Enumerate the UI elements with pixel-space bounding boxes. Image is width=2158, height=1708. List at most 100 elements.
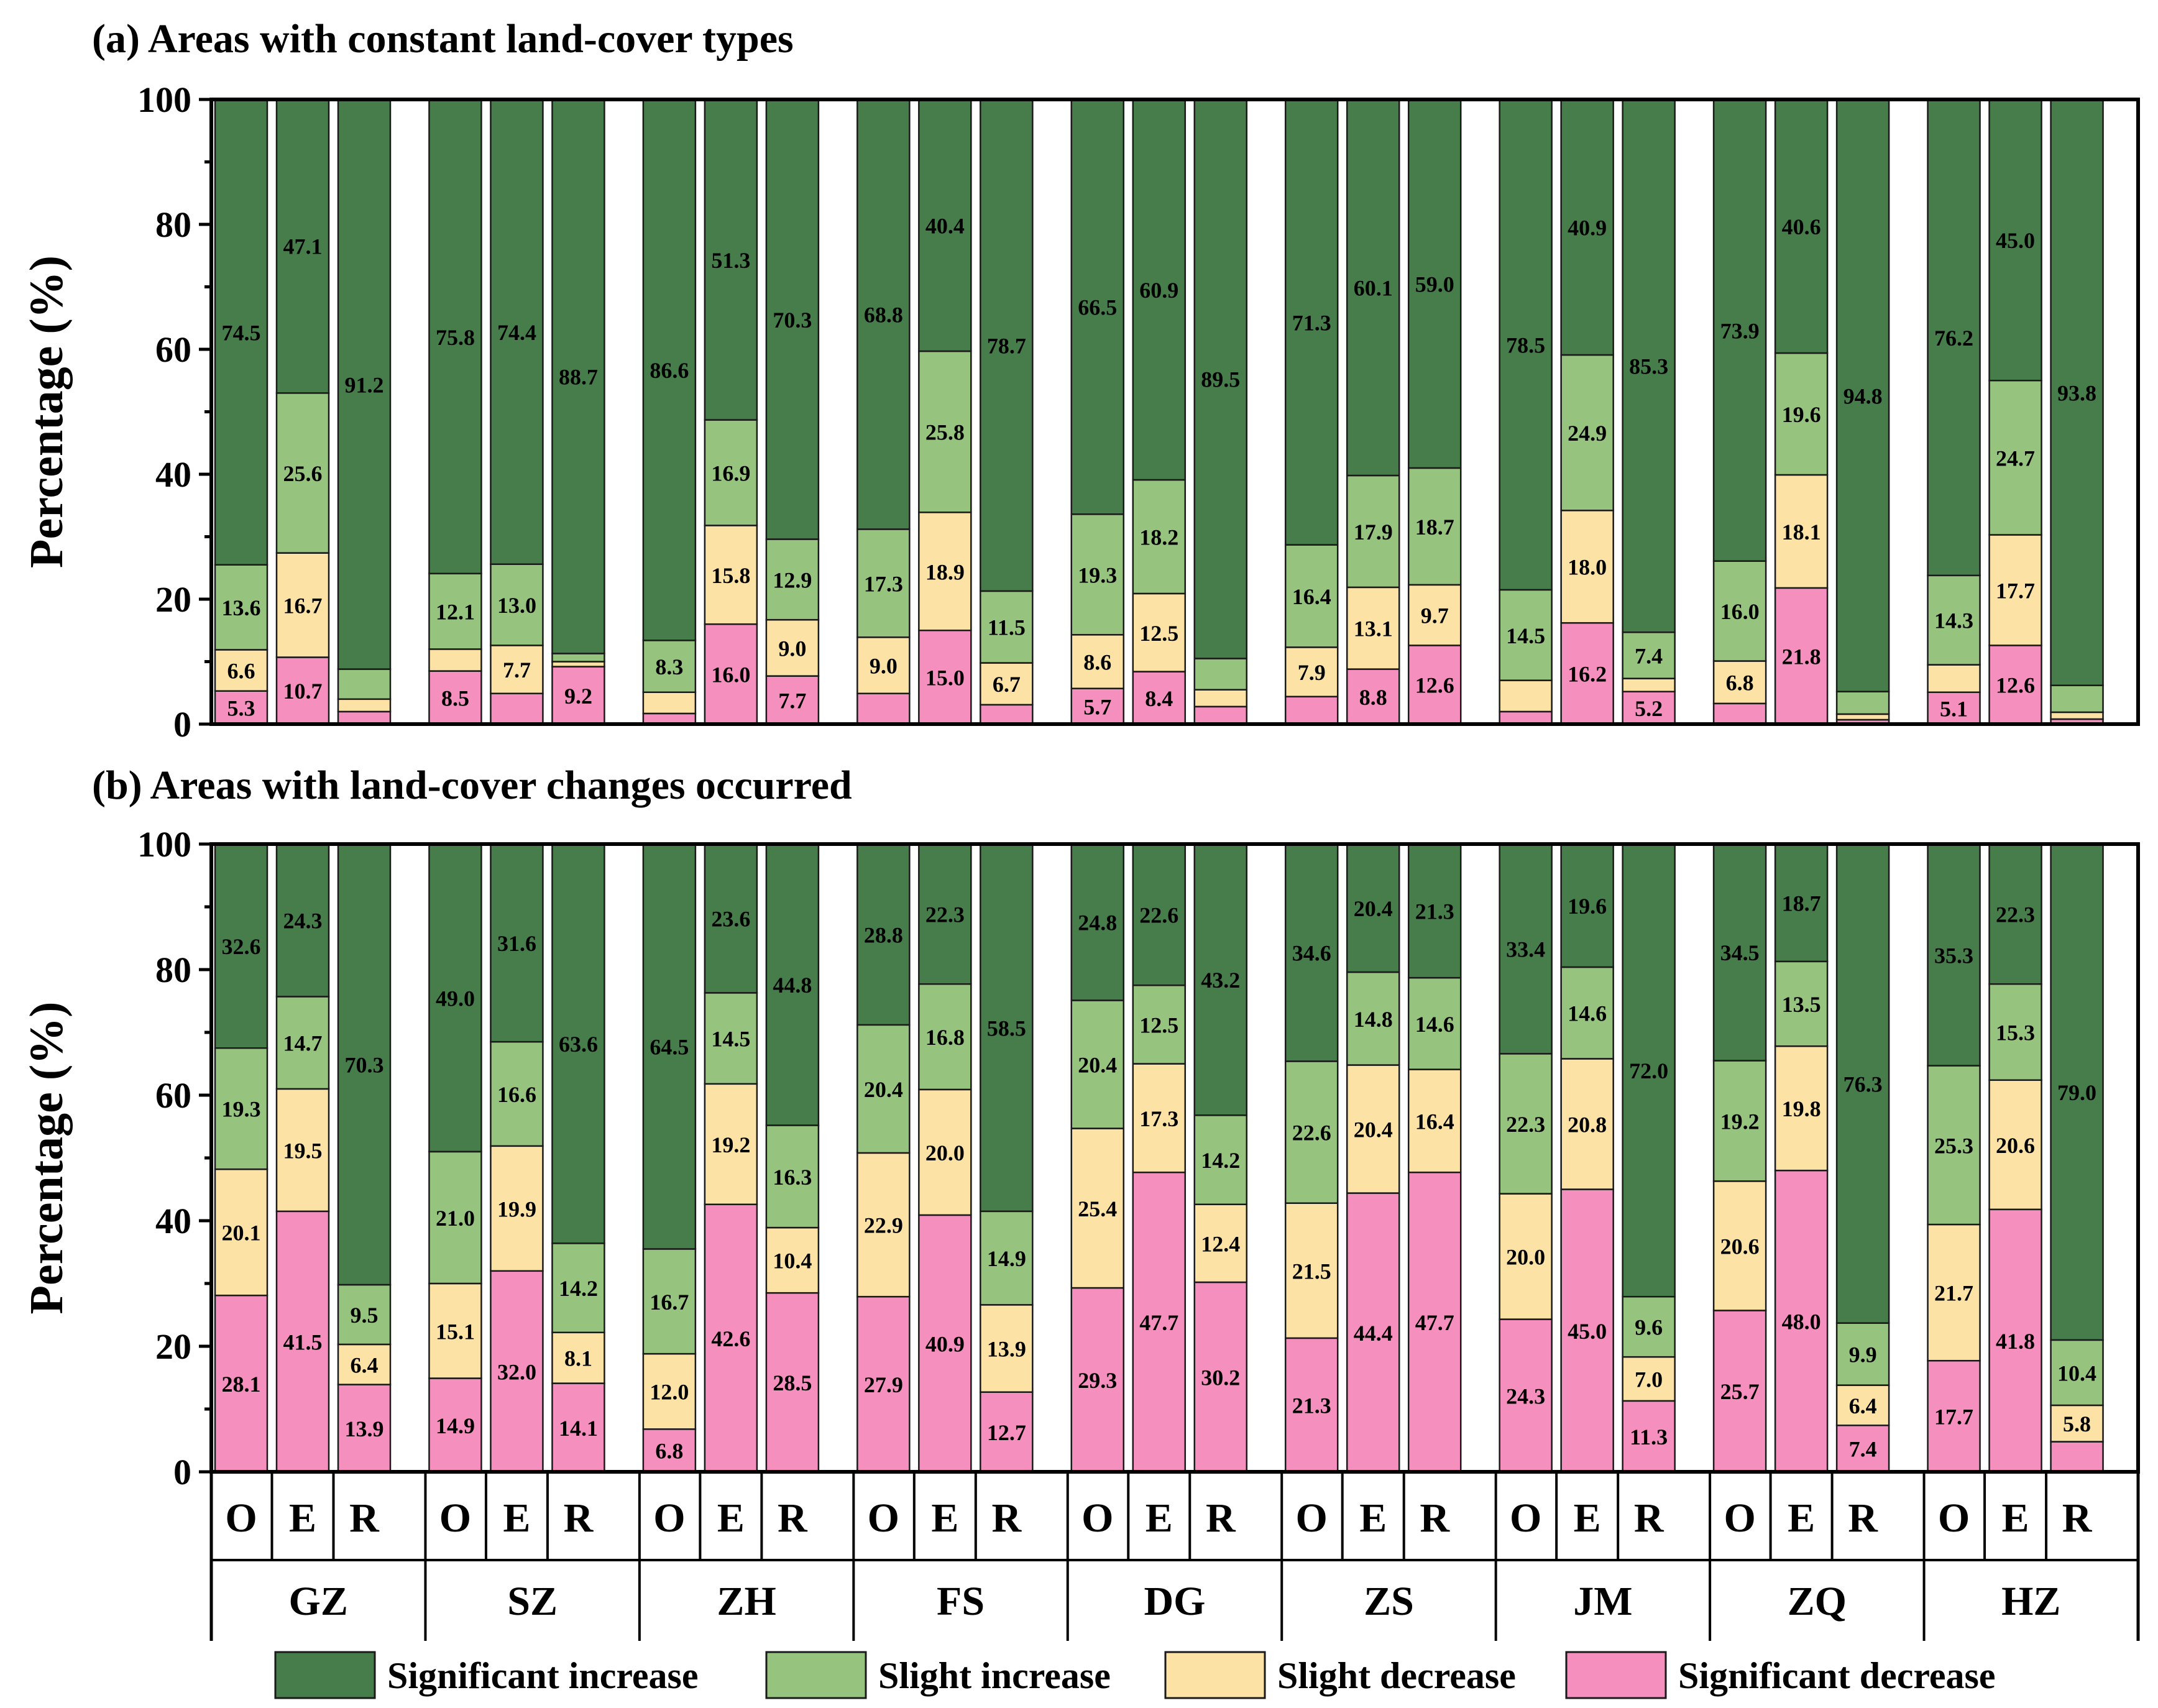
bar-segment-sli_inc — [2050, 1339, 2104, 1407]
legend-swatch-sig_inc — [274, 1651, 376, 1699]
x-sub-category-label: R — [1848, 1495, 1878, 1541]
data-label: 8.4 — [1145, 686, 1173, 711]
data-label: 27.9 — [864, 1372, 903, 1397]
data-label: 12.5 — [1139, 1012, 1178, 1037]
bar-segment-sig_inc — [1988, 98, 2042, 382]
bar-segment-sli_dec — [2050, 1404, 2104, 1443]
bar-segment-sig_inc — [1560, 98, 1614, 356]
data-label: 32.6 — [222, 934, 261, 959]
bar-segment-sig_dec — [980, 704, 1034, 725]
data-label: 24.3 — [283, 909, 323, 934]
data-label: 12.4 — [1201, 1231, 1240, 1256]
bar-segment-sig_dec — [1284, 696, 1339, 725]
bar-segment-sli_dec — [918, 1088, 972, 1216]
bar-segment-sli_inc — [1927, 1065, 1981, 1226]
data-label: 9.7 — [1421, 604, 1449, 628]
data-label: 45.0 — [1996, 228, 2035, 253]
data-label: 47.1 — [283, 234, 323, 259]
data-label: 31.6 — [497, 931, 536, 956]
bar-segment-sli_dec — [1346, 1064, 1400, 1194]
data-label: 63.6 — [559, 1032, 598, 1057]
bar-segment-sli_inc — [704, 419, 758, 526]
bar-segment-sli_inc — [1622, 1295, 1676, 1358]
data-label: 24.3 — [1506, 1384, 1545, 1408]
x-sub-category-label: O — [1510, 1495, 1541, 1541]
x-city-label: DG — [1144, 1579, 1206, 1624]
data-label: 78.5 — [1506, 333, 1545, 357]
data-label: 64.5 — [650, 1035, 689, 1060]
data-label: 14.8 — [1354, 1007, 1393, 1032]
bar-segment-sli_dec — [214, 649, 269, 692]
data-label: 13.6 — [222, 595, 261, 620]
data-label: 76.2 — [1934, 326, 1973, 351]
data-label: 33.4 — [1506, 937, 1545, 962]
data-label: 14.6 — [1415, 1012, 1454, 1037]
bar-segment-sli_dec — [642, 691, 697, 715]
data-label: 40.4 — [925, 214, 965, 239]
bar-segment-sli_dec — [1774, 1045, 1829, 1172]
bar-segment-sig_inc — [1346, 843, 1400, 973]
bar-segment-sli_dec — [980, 662, 1034, 706]
x-sub-category-label: O — [1081, 1495, 1113, 1541]
data-label: 14.1 — [559, 1416, 598, 1441]
data-label: 14.5 — [1506, 623, 1545, 648]
data-label: 20.8 — [1568, 1112, 1607, 1137]
x-sub-category-label: R — [1206, 1495, 1236, 1541]
bar-segment-sig_inc — [1499, 843, 1553, 1055]
bar-segment-sli_inc — [1988, 380, 2042, 536]
x-city-label: HZ — [2001, 1579, 2060, 1624]
bar-segment-sli_dec — [1070, 634, 1125, 689]
bar-segment-sig_dec — [2050, 1441, 2104, 1473]
data-label: 34.6 — [1292, 941, 1331, 966]
y-tick-label: 20 — [155, 579, 191, 620]
bar-segment-sli_dec — [1132, 1063, 1187, 1173]
bar-segment-sli_inc — [1346, 474, 1400, 589]
bar-segment-sig_dec — [214, 690, 269, 725]
data-label: 5.3 — [227, 696, 255, 720]
bar-segment-sli_dec — [980, 1304, 1034, 1393]
bar-segment-sig_inc — [1284, 843, 1339, 1062]
x-sub-category-label: R — [564, 1495, 594, 1541]
data-label: 9.9 — [1849, 1343, 1877, 1367]
bar-segment-sig_dec — [1407, 1171, 1462, 1473]
data-label: 6.8 — [655, 1439, 683, 1464]
data-label: 93.8 — [2057, 380, 2096, 405]
bar-segment-sig_inc — [1988, 843, 2042, 985]
y-tick-label: 40 — [155, 1201, 191, 1241]
bar-segment-sli_dec — [1193, 1203, 1248, 1283]
bar-segment-sig_inc — [1499, 98, 1553, 591]
bar-segment-sig_inc — [856, 843, 911, 1026]
bar-segment-sli_inc — [551, 1242, 605, 1334]
data-label: 19.3 — [1078, 562, 1117, 587]
data-label: 44.8 — [773, 973, 812, 998]
bar-segment-sig_inc — [551, 843, 605, 1244]
data-label: 6.8 — [1726, 671, 1754, 696]
y-tick-label: 100 — [137, 80, 191, 120]
data-label: 78.7 — [987, 333, 1026, 358]
data-label: 10.4 — [2057, 1361, 2096, 1385]
data-label: 19.6 — [1782, 402, 1821, 427]
bar-segment-sig_inc — [1070, 843, 1125, 1001]
data-label: 43.2 — [1201, 968, 1240, 993]
data-label: 47.7 — [1415, 1310, 1454, 1335]
data-label: 86.6 — [650, 358, 689, 383]
bar-segment-sli_inc — [918, 983, 972, 1091]
data-label: 16.7 — [283, 594, 323, 618]
x-sub-category-label: R — [349, 1495, 380, 1541]
bar-segment-sli_inc — [551, 653, 605, 663]
data-label: 13.0 — [497, 593, 536, 618]
data-label: 19.2 — [1720, 1109, 1760, 1134]
data-label: 14.7 — [283, 1031, 323, 1056]
bar-segment-sli_inc — [337, 668, 392, 700]
bar-segment-sli_inc — [1774, 352, 1829, 476]
bar-segment-sig_inc — [1927, 843, 1981, 1067]
bar-segment-sli_dec — [642, 1352, 697, 1430]
bar-segment-sli_inc — [1712, 560, 1767, 662]
plot-frame — [209, 842, 2140, 1474]
data-label: 7.4 — [1849, 1437, 1877, 1462]
data-label: 22.3 — [1996, 902, 2035, 927]
data-label: 23.6 — [711, 907, 750, 932]
data-label: 29.3 — [1078, 1368, 1117, 1393]
bar-segment-sig_dec — [337, 710, 392, 725]
data-label: 20.6 — [1720, 1234, 1760, 1259]
